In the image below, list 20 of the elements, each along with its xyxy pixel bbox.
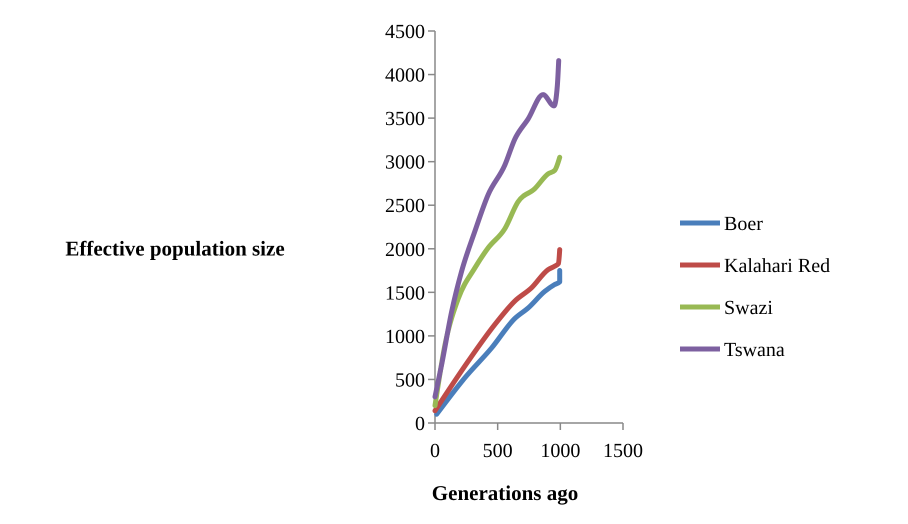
y-tick-label: 3500	[385, 108, 425, 130]
y-tick-label: 1000	[385, 326, 425, 348]
y-tick-label: 3000	[385, 152, 425, 174]
x-tick-label: 500	[482, 440, 513, 462]
y-tick-label: 0	[415, 413, 425, 435]
legend-label: Swazi	[724, 297, 774, 319]
y-tick-label: 1500	[385, 282, 425, 304]
y-tick-label: 500	[395, 369, 425, 392]
x-tick-label: 0	[430, 440, 440, 462]
legend-label: Tswana	[724, 339, 785, 361]
y-axis-title: Effective population size	[65, 236, 285, 260]
legend-label: Boer	[724, 213, 764, 235]
legend-label: Kalahari Red	[724, 255, 830, 277]
y-tick-label: 2000	[385, 238, 425, 261]
x-tick-label: 1500	[603, 440, 643, 462]
y-tick-label: 4500	[385, 21, 425, 43]
x-axis-title: Generations ago	[432, 481, 578, 505]
y-tick-label: 4000	[385, 64, 425, 87]
x-tick-label: 1000	[540, 440, 580, 462]
y-tick-label: 2500	[385, 195, 425, 218]
